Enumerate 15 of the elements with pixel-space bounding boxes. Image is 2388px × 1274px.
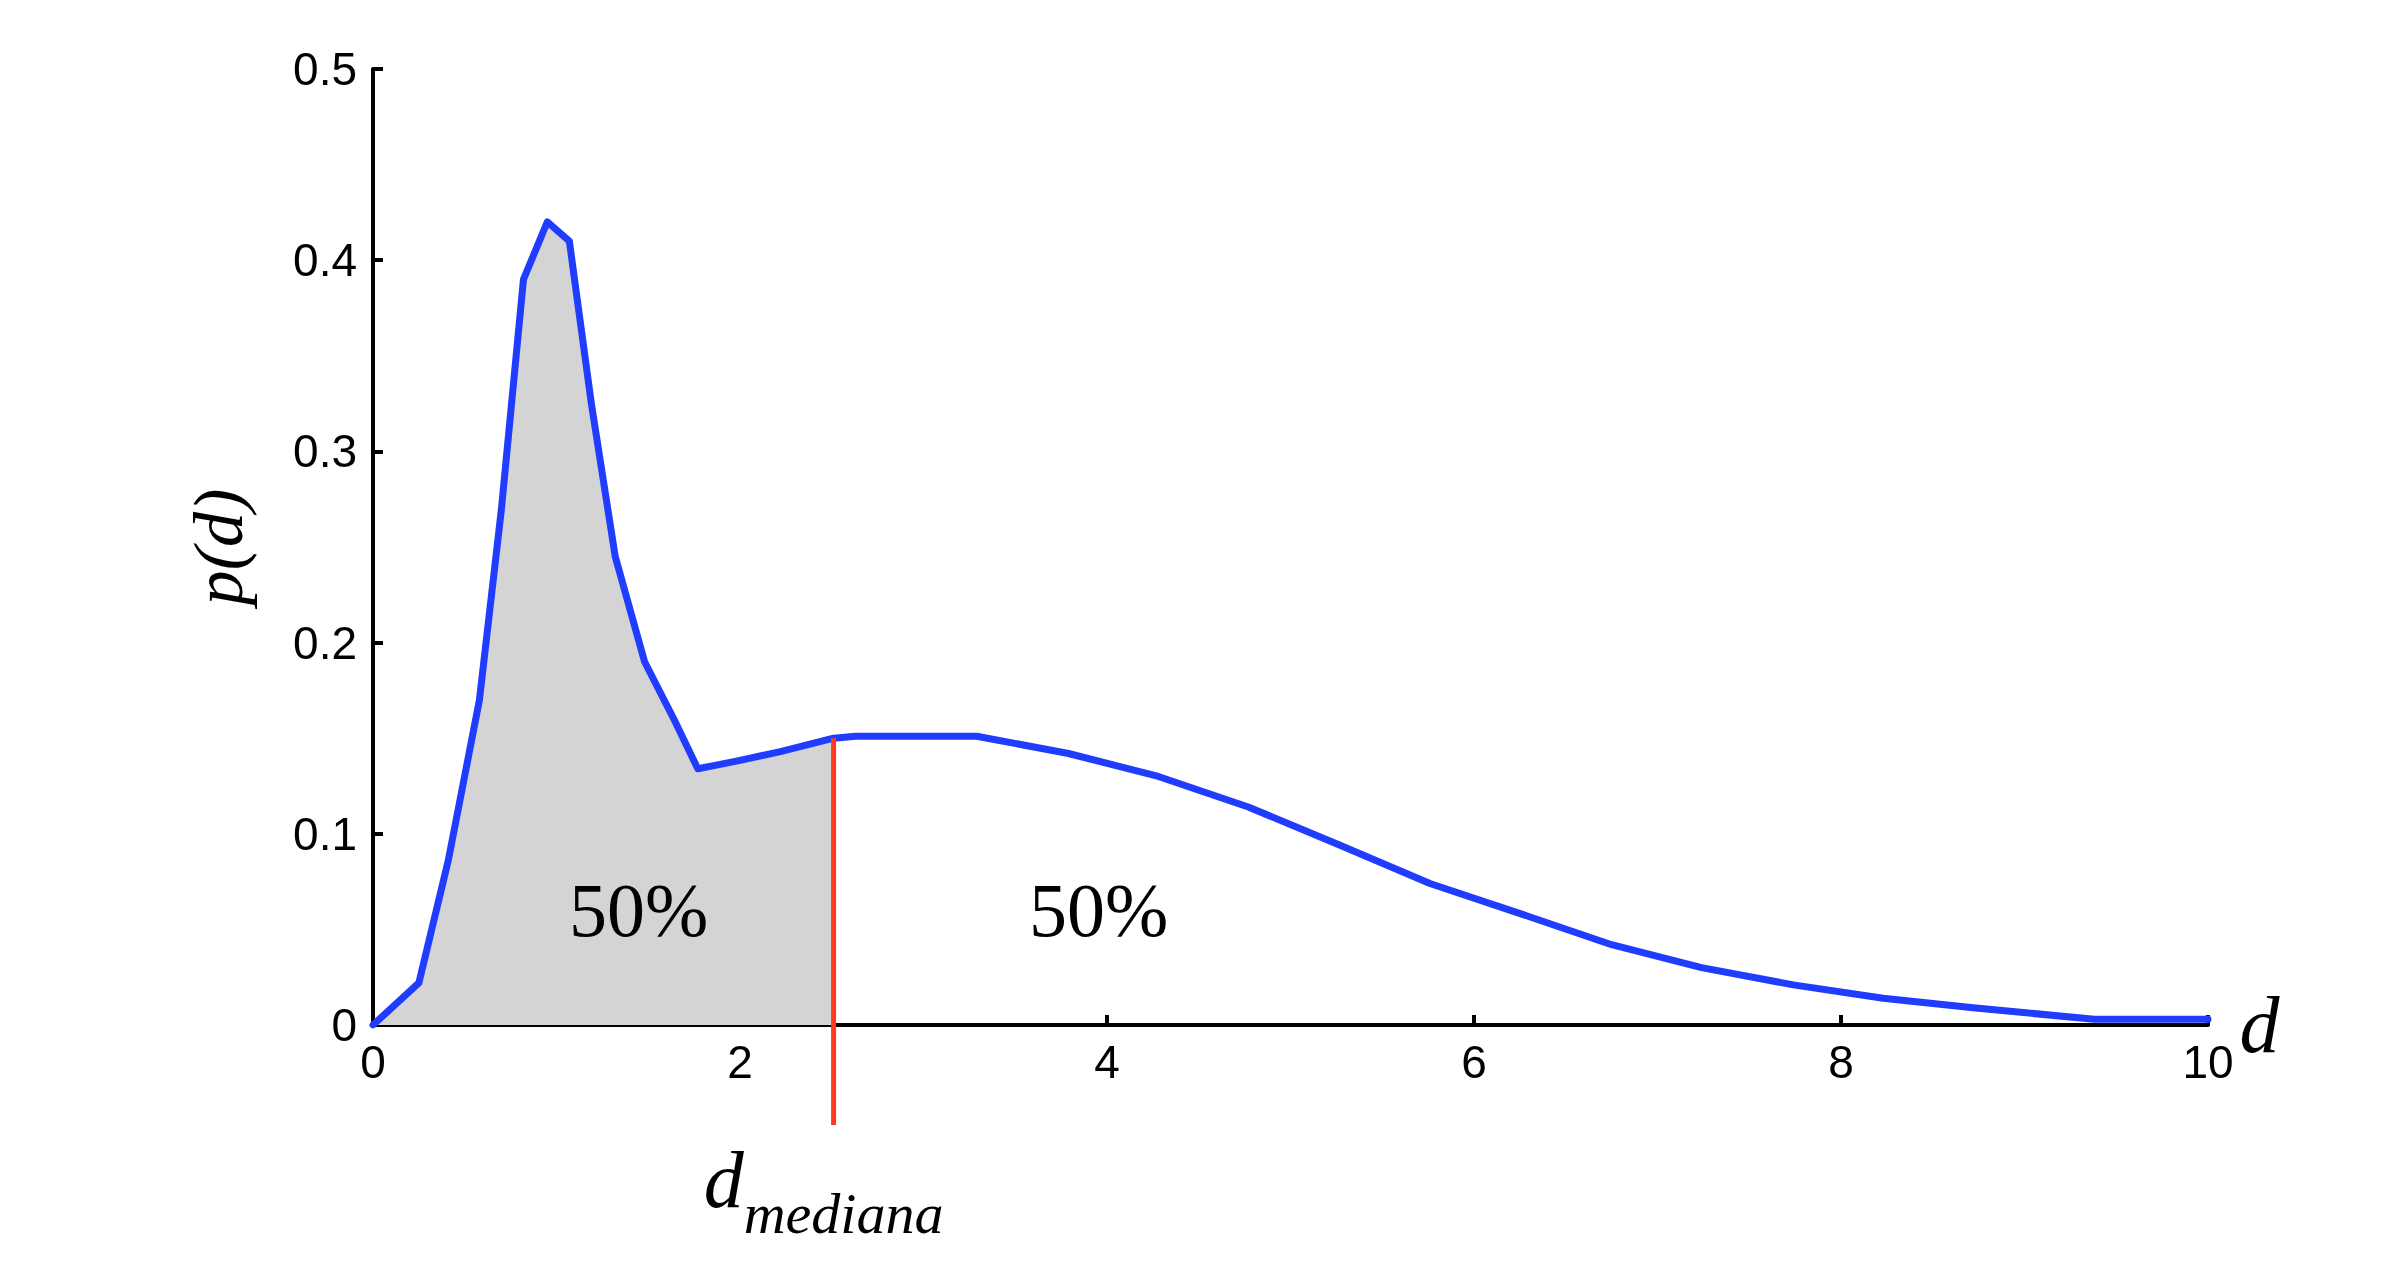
- x-tick-label: 10: [2182, 1036, 2234, 1088]
- x-tick-label: 8: [1828, 1036, 1854, 1088]
- x-axis-title: d: [2239, 981, 2281, 1069]
- y-tick-label: 0.3: [293, 425, 357, 478]
- y-tick-label: 0.5: [293, 43, 357, 95]
- annotation: 50%: [568, 868, 709, 952]
- annotation: 50%: [1028, 868, 1169, 952]
- x-tick-label: 2: [727, 1036, 753, 1088]
- x-tick-label: 6: [1461, 1036, 1487, 1088]
- y-tick-label: 0: [331, 999, 357, 1051]
- y-tick-label: 0.1: [293, 807, 357, 860]
- y-axis-title: p(d): [179, 488, 257, 611]
- y-tick-label: 0.4: [293, 234, 357, 287]
- y-tick-label: 0.2: [293, 616, 357, 669]
- x-tick-label: 4: [1094, 1036, 1120, 1088]
